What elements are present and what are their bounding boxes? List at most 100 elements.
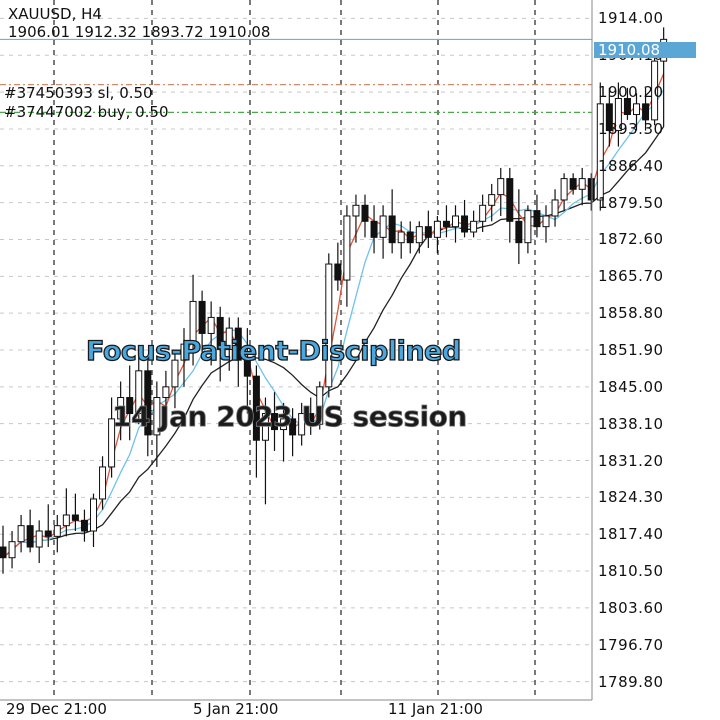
bull-candle: [325, 263, 333, 388]
bear-candle: [506, 178, 514, 222]
bull-candle: [433, 220, 441, 238]
bull-candle: [108, 418, 116, 468]
order-lines: [0, 84, 592, 113]
bull-candle: [479, 204, 487, 222]
price-tick-label: 1900.20: [598, 83, 664, 102]
bear-candle: [216, 316, 224, 350]
bear-candle: [442, 220, 450, 228]
price-tick-label: 1858.80: [598, 304, 664, 323]
bear-candle: [515, 220, 523, 244]
bear-candle: [307, 413, 315, 425]
bull-candle: [8, 541, 16, 559]
symbol-timeframe: XAUUSD, H4: [8, 5, 102, 23]
bull-candle: [614, 98, 622, 132]
bull-candle: [524, 210, 532, 244]
bull-candle: [62, 514, 70, 527]
bear-candle: [234, 327, 242, 361]
bull-candle: [225, 327, 233, 350]
buy-order-label[interactable]: #37447002 buy, 0.50: [4, 103, 169, 121]
bull-candle: [452, 215, 459, 228]
price-tick-label: 1803.60: [598, 598, 664, 617]
bull-candle: [379, 215, 387, 238]
bull-candle: [397, 231, 405, 244]
price-tick-label: 1789.80: [598, 672, 664, 691]
bear-candle: [144, 370, 152, 436]
bear-candle: [361, 204, 369, 222]
bull-candle: [596, 103, 604, 201]
bear-candle: [605, 103, 613, 132]
bull-candle: [53, 525, 61, 537]
bull-candle: [171, 359, 179, 388]
bull-candle: [415, 226, 423, 244]
bear-candle: [533, 210, 541, 228]
grid-lines: [0, 0, 592, 700]
bear-candle: [44, 530, 52, 537]
ohlc-values: 1906.01 1912.32 1893.72 1910.08: [8, 23, 271, 41]
current-price-badge: 1910.08: [594, 42, 696, 58]
bull-candle: [551, 199, 559, 217]
bull-candle: [207, 316, 215, 334]
price-tick-label: 1824.30: [598, 488, 664, 507]
bull-candle: [17, 525, 25, 543]
bull-candle: [316, 386, 324, 425]
bull-candle: [280, 418, 288, 431]
bull-candle: [35, 530, 43, 548]
bear-candle: [569, 178, 577, 190]
price-tick-label: 1851.90: [598, 341, 664, 359]
bull-candle: [633, 103, 640, 116]
bull-candle: [298, 413, 306, 436]
bear-candle: [71, 514, 79, 521]
price-tick-label: 1865.70: [598, 267, 664, 286]
bear-candle: [388, 215, 396, 244]
price-tick-label: 1879.50: [598, 193, 664, 212]
bear-candle: [0, 546, 7, 559]
bull-candle: [117, 397, 125, 420]
bull-candle: [343, 215, 351, 281]
bear-candle: [424, 226, 432, 238]
bull-candle: [352, 204, 360, 217]
bear-candle: [642, 103, 650, 121]
price-tick-label: 1817.40: [598, 525, 664, 544]
bull-candle: [470, 220, 478, 233]
sl-order-label[interactable]: #37450393 sl, 0.50: [4, 84, 153, 102]
bull-candle: [542, 215, 550, 228]
bear-candle: [243, 359, 251, 377]
price-tick-label: 1810.50: [598, 562, 664, 581]
chart-header: XAUUSD, H4 1906.01 1912.32 1893.72 1910.…: [8, 5, 270, 41]
price-tick-label: 1886.40: [598, 156, 664, 175]
bear-candle: [334, 263, 342, 281]
overlay-motto: Focus-Patient-Disciplined: [85, 335, 462, 367]
price-tick-label: 1893.30: [598, 119, 664, 138]
bear-candle: [289, 418, 297, 436]
overlay-session: 14 Jan 2023 US session: [112, 400, 468, 434]
bull-candle: [189, 300, 197, 345]
price-tick-label: 1831.20: [598, 451, 664, 470]
time-tick-label: 5 Jan 21:00: [193, 700, 279, 718]
bear-candle: [370, 220, 378, 238]
bull-candle: [497, 178, 505, 196]
time-tick-label: 29 Dec 21:00: [6, 700, 107, 718]
bear-candle: [461, 215, 469, 233]
bear-candle: [623, 98, 631, 116]
candles: [0, 27, 668, 574]
bull-candle: [162, 386, 170, 399]
bull-candle: [99, 466, 107, 500]
bull-candle: [180, 343, 188, 361]
bull-candle: [153, 397, 161, 436]
bear-candle: [252, 375, 260, 441]
bear-candle: [126, 397, 134, 415]
bull-candle: [651, 60, 659, 121]
bull-candle: [135, 370, 143, 415]
price-tick-label: 1838.10: [598, 414, 664, 433]
price-tick-label: 1872.60: [598, 230, 664, 249]
bear-candle: [26, 525, 34, 548]
bear-candle: [587, 178, 595, 201]
bear-candle: [406, 231, 414, 244]
bear-candle: [271, 413, 278, 431]
bull-candle: [578, 178, 586, 190]
bull-candle: [261, 413, 269, 441]
ma-mid-line: [2, 89, 665, 559]
bull-candle: [560, 178, 568, 201]
